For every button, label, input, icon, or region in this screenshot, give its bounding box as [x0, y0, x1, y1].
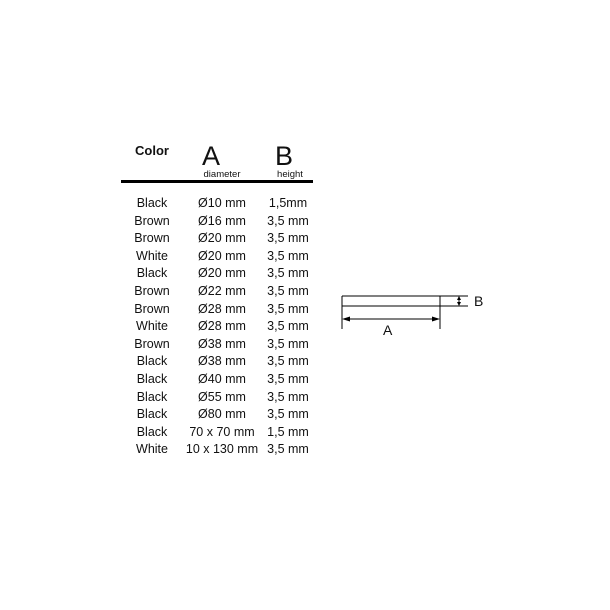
cell-color: Brown [134, 301, 170, 316]
table-row: White 10 x 130 mm 3,5 mm [0, 442, 330, 459]
header-color: Color [135, 143, 169, 158]
cell-a: 70 x 70 mm [189, 424, 255, 439]
cell-a: Ø10 mm [198, 196, 246, 210]
table-row: Brown Ø22 mm 3,5 mm [0, 284, 330, 301]
table-row: Black 70 x 70 mm 1,5 mm [0, 425, 330, 442]
cell-b: 1,5mm [268, 196, 308, 210]
header-a-sub: diameter [203, 169, 241, 180]
cell-b: 3,5 mm [267, 319, 309, 334]
cell-b: 3,5 mm [267, 354, 309, 369]
cell-color: Black [136, 424, 168, 439]
table-row: Black Ø40 mm 3,5 mm [0, 372, 330, 389]
cell-color: Black [136, 196, 168, 210]
cell-b: 3,5 mm [267, 389, 309, 404]
cell-a: Ø22 mm [198, 284, 246, 298]
cell-b: 1,5 mm [267, 424, 309, 439]
cell-b: 3,5 mm [267, 407, 309, 422]
cell-a: Ø28 mm [198, 319, 246, 334]
cell-a: Ø20 mm [198, 231, 246, 246]
table-row: White Ø28 mm 3,5 mm [0, 319, 330, 336]
cell-color: Black [136, 354, 168, 369]
cell-color: Brown [134, 336, 170, 351]
cell-b: 3,5 mm [267, 266, 309, 281]
arrow-up-icon [457, 296, 461, 300]
arrow-down-icon [457, 302, 461, 306]
cell-b: 3,5 mm [267, 336, 309, 351]
header-b: B [274, 141, 294, 171]
header-a: A [201, 141, 221, 171]
cell-b: 3,5 mm [267, 231, 309, 246]
cell-a: Ø28 mm [198, 301, 246, 316]
table-row: Brown Ø16 mm 3,5 mm [0, 214, 330, 231]
cell-color: Brown [134, 213, 170, 228]
cell-b: 3,5 mm [267, 442, 309, 457]
cell-color: Brown [134, 284, 170, 298]
cell-a: 10 x 130 mm [185, 442, 259, 457]
dimension-a-label: A [383, 322, 393, 338]
table-row: Black Ø20 mm 3,5 mm [0, 266, 330, 283]
header-rule [121, 180, 313, 183]
table-row: Brown Ø38 mm 3,5 mm [0, 337, 330, 354]
cell-color: White [136, 248, 168, 263]
cell-b: 3,5 mm [267, 372, 309, 386]
table-row: Black Ø80 mm 3,5 mm [0, 407, 330, 424]
cell-color: Brown [134, 231, 170, 246]
cell-a: Ø38 mm [198, 354, 246, 369]
table-row: Black Ø38 mm 3,5 mm [0, 354, 330, 371]
cell-a: Ø16 mm [198, 213, 246, 228]
cell-b: 3,5 mm [267, 213, 309, 228]
cell-a: Ø38 mm [198, 336, 246, 351]
header-b-sub: height [277, 169, 303, 180]
table-row: Black Ø55 mm 3,5 mm [0, 390, 330, 407]
cell-b: 3,5 mm [267, 284, 309, 298]
arrow-right-icon [432, 316, 440, 322]
table-row: White Ø20 mm 3,5 mm [0, 249, 330, 266]
table-row: Brown Ø20 mm 3,5 mm [0, 231, 330, 248]
cell-color: Black [136, 372, 168, 386]
cell-a: Ø55 mm [198, 389, 246, 404]
cell-color: Black [136, 389, 168, 404]
cell-color: Black [136, 266, 168, 281]
cell-b: 3,5 mm [267, 248, 309, 263]
cell-a: Ø80 mm [198, 407, 246, 422]
cell-a: Ø40 mm [198, 372, 246, 386]
cell-color: White [136, 319, 168, 334]
table-row: Black Ø10 mm 1,5mm [0, 196, 330, 213]
table-row: Brown Ø28 mm 3,5 mm [0, 302, 330, 319]
dimension-b-label: B [474, 293, 484, 309]
cell-a: Ø20 mm [198, 248, 246, 263]
cell-color: Black [136, 407, 168, 422]
arrow-left-icon [342, 316, 350, 322]
cell-a: Ø20 mm [198, 266, 246, 281]
cell-color: White [136, 442, 168, 457]
cell-b: 3,5 mm [267, 301, 309, 316]
